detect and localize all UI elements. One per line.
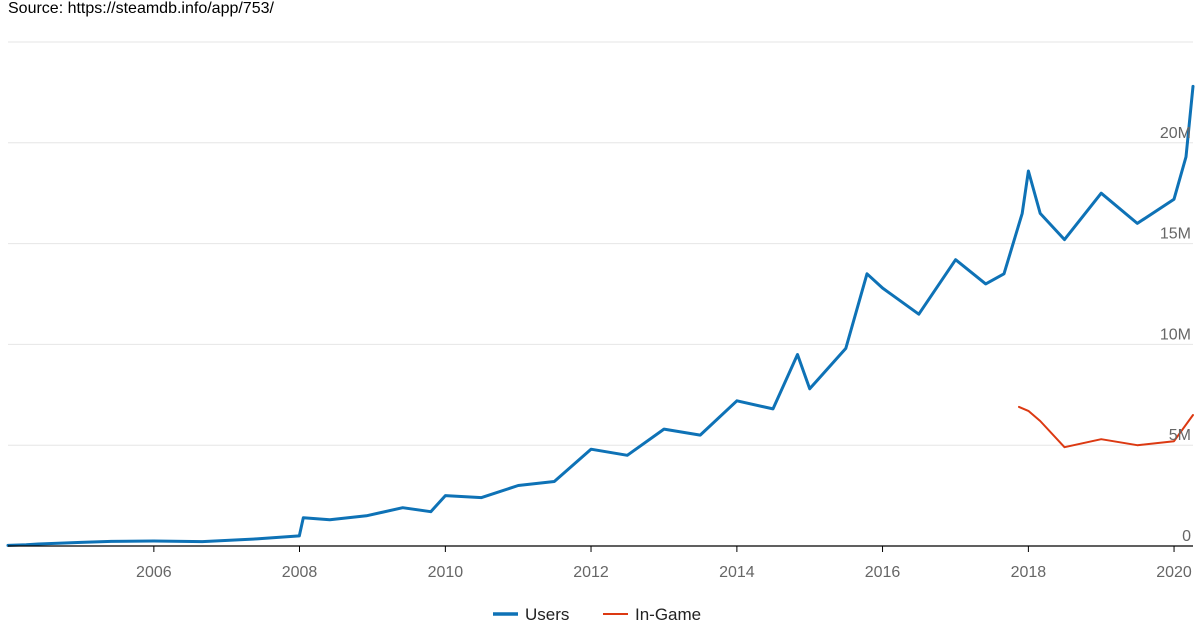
series-line-users — [6, 84, 1195, 547]
y-tick-label: 15M — [1160, 226, 1191, 243]
y-tick-labels: 0 5M 10M 15M 20M — [1160, 125, 1191, 545]
y-tick-label: 5M — [1169, 427, 1191, 444]
legend-label: In-Game — [635, 605, 701, 624]
y-tick-label: 10M — [1160, 326, 1191, 343]
x-tick-label: 2018 — [1011, 564, 1047, 581]
legend: Users In-Game — [493, 605, 701, 624]
source-label: Source: https://steamdb.info/app/753/ — [8, 0, 274, 17]
legend-item-in-game[interactable]: In-Game — [603, 605, 701, 624]
x-tick-label: 2010 — [428, 564, 464, 581]
x-tick-label: 2014 — [719, 564, 755, 581]
y-tick-label: 20M — [1160, 125, 1191, 142]
legend-item-users[interactable]: Users — [493, 605, 569, 624]
grid-lines — [8, 41, 1193, 446]
series-line-in-game — [1018, 405, 1194, 449]
y-tick-label: 0 — [1182, 528, 1191, 545]
legend-label: Users — [525, 605, 569, 624]
x-tick-labels: 2006 2008 2010 2012 2014 2016 2018 2020 — [136, 546, 1192, 581]
x-tick-label: 2012 — [573, 564, 609, 581]
series-lines — [6, 84, 1195, 547]
x-tick-label: 2020 — [1156, 564, 1192, 581]
x-tick-label: 2006 — [136, 564, 172, 581]
x-tick-label: 2016 — [865, 564, 901, 581]
x-tick-label: 2008 — [282, 564, 318, 581]
